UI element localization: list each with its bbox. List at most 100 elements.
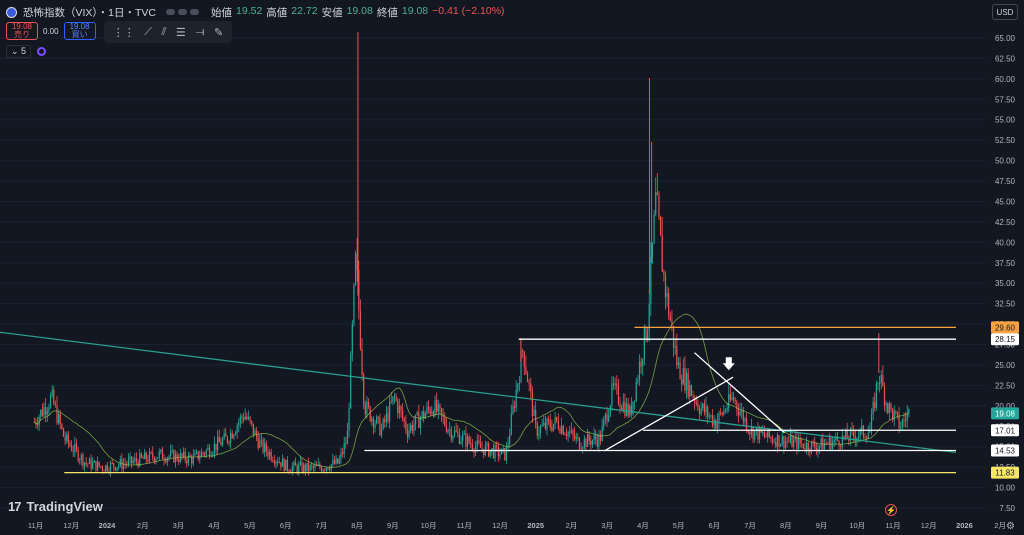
candle-body: [449, 429, 451, 431]
candle-body: [77, 448, 79, 461]
candle-body: [403, 418, 405, 422]
candle-body: [376, 416, 378, 424]
candle-body: [301, 462, 303, 473]
settings-gear-icon[interactable]: ⚙: [1006, 521, 1015, 532]
candle-body: [41, 409, 44, 416]
sell-button[interactable]: 19.08 売り: [6, 22, 38, 40]
candle-body: [314, 465, 316, 468]
candle-body: [810, 442, 813, 453]
drag-handle-icon[interactable]: ⋮⋮: [112, 26, 135, 39]
candle-body: [273, 461, 276, 464]
candle-body: [109, 462, 112, 473]
candle-body: [132, 461, 134, 463]
candle-body: [864, 436, 866, 438]
candle-body: [476, 440, 478, 447]
candle-body: [768, 429, 770, 438]
trendline-tool-icon[interactable]: ⟋: [144, 25, 152, 38]
candle-body: [531, 391, 534, 416]
candle-body: [797, 438, 800, 450]
candle-body: [486, 443, 488, 446]
candle-body: [507, 443, 509, 448]
candle-body: [643, 326, 645, 360]
candle-body: [585, 439, 587, 447]
candle-body: [51, 390, 53, 396]
y-tick-label: 37.50: [995, 259, 1016, 268]
buy-button[interactable]: 19.08 買い: [63, 22, 96, 40]
y-tick-label: 10.00: [995, 484, 1016, 493]
candle-body: [192, 455, 194, 464]
x-tick-label: 12月: [492, 521, 508, 530]
candle-body: [666, 293, 668, 298]
candle-body: [471, 444, 473, 450]
candle-body: [526, 373, 529, 383]
candle-body: [100, 466, 102, 468]
candle-body: [93, 460, 95, 463]
candle-body: [828, 437, 830, 444]
candle-body: [846, 430, 848, 439]
candle-body: [74, 443, 76, 453]
x-tick-label: 4月: [208, 521, 220, 530]
moving-average-line: [34, 313, 909, 468]
candle-body: [418, 412, 420, 429]
candle-body: [127, 459, 130, 465]
candle-body: [627, 403, 629, 416]
candle-body: [285, 459, 287, 471]
candle-body: [773, 441, 775, 443]
candle-body: [72, 450, 74, 453]
candle-body: [874, 401, 876, 408]
candle-body: [114, 467, 117, 471]
candle-body: [904, 420, 907, 422]
y-tick-label: 32.50: [995, 300, 1016, 309]
brush-tool-icon[interactable]: ✎: [213, 26, 224, 39]
candle-body: [793, 439, 795, 448]
candle-body: [491, 448, 493, 451]
candle-body: [311, 465, 313, 467]
candle-body: [684, 367, 686, 391]
candle-body: [427, 406, 430, 410]
candle-body: [64, 436, 66, 441]
candle-body: [358, 270, 360, 311]
candle-body: [241, 416, 243, 419]
candle-body: [548, 419, 550, 421]
lightning-icon[interactable]: ⚡: [885, 504, 897, 516]
candle-body: [708, 415, 710, 417]
x-tick-label: 2月: [566, 521, 578, 530]
x-tick-label: 11月: [457, 521, 472, 530]
x-tick-label: 10月: [421, 521, 437, 530]
candle-body: [692, 395, 694, 398]
candle-body: [726, 408, 728, 411]
candle-body: [697, 402, 699, 410]
candle-body: [291, 466, 293, 473]
header-controls[interactable]: [166, 9, 200, 15]
hline-tool-icon[interactable]: ⟞: [195, 25, 205, 38]
indicator-status-icon[interactable]: [37, 47, 47, 56]
y-tick-label: 65.00: [995, 34, 1016, 43]
fib-tool-icon[interactable]: ☰: [175, 26, 186, 39]
candle-body: [638, 361, 641, 380]
tradingview-logo: 17 TradingView: [8, 499, 103, 514]
candle-body: [698, 409, 701, 415]
x-tick-label: 6月: [280, 521, 292, 530]
candle-body: [903, 420, 905, 422]
x-tick-label: 6月: [709, 521, 721, 530]
candle-body: [90, 458, 92, 469]
candle-body: [583, 439, 585, 448]
candle-body: [83, 462, 86, 467]
symbol-title[interactable]: 恐怖指数（VIX）・1日・TVC: [23, 6, 157, 19]
x-tick-label: 12月: [63, 521, 79, 530]
candle-body: [444, 417, 446, 426]
indicator-toggle[interactable]: ⌄ 5: [6, 45, 32, 58]
candle-body: [752, 427, 754, 440]
candle-body: [833, 439, 835, 443]
close-value: 19.08: [401, 4, 429, 17]
channel-tool-icon[interactable]: ⫽: [161, 25, 167, 38]
candle-body: [689, 385, 691, 397]
candle-body: [695, 402, 697, 404]
candle-body: [844, 430, 847, 438]
candle-body: [95, 460, 97, 471]
x-tick-label: 2025: [527, 521, 544, 530]
candle-body: [614, 383, 616, 385]
candle-body: [106, 465, 108, 472]
currency-selector[interactable]: USD: [992, 4, 1018, 20]
